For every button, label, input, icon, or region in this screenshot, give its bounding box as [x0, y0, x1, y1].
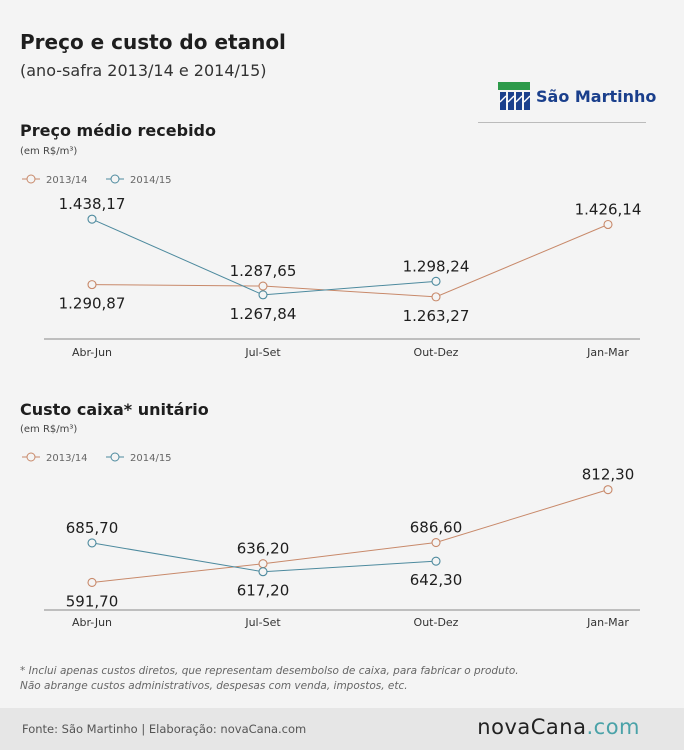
data-point: [87, 214, 97, 224]
legend-label: 2013/14: [46, 453, 88, 464]
data-label: 1.298,24: [403, 257, 470, 275]
legend-label: 2013/14: [46, 175, 88, 186]
legend-item-2014-15: 2014/15: [106, 174, 172, 186]
data-label: 812,30: [582, 466, 635, 484]
footnote-line-1: * Inclui apenas custos diretos, que repr…: [20, 665, 519, 677]
sao-martinho-logo: São Martinho: [498, 82, 656, 110]
data-label: 642,30: [410, 571, 463, 589]
data-point: [431, 556, 441, 566]
brand-domain: .com: [586, 715, 640, 739]
page-title: Preço e custo do etanol: [20, 30, 286, 54]
chart-2-title: Custo caixa* unitário: [20, 400, 209, 419]
x-tick-label: Abr-Jun: [72, 616, 112, 629]
data-label: 591,70: [66, 592, 119, 610]
page-subtitle: (ano-safra 2013/14 e 2014/15): [20, 61, 267, 80]
data-point: [603, 485, 613, 495]
sao-martinho-logo-icon: [498, 82, 530, 110]
chart-1-unit: (em R$/m³): [20, 146, 78, 157]
legend-item-2013-14: 2013/14: [22, 452, 88, 464]
footer-source: Fonte: São Martinho | Elaboração: novaCa…: [22, 722, 307, 736]
data-label: 1.438,17: [59, 195, 126, 213]
series-line-2013-14: [91, 224, 609, 298]
x-tick-label: Out-Dez: [414, 616, 459, 629]
novacana-brand[interactable]: novaCana.com: [477, 715, 640, 739]
footnote-line-2: Não abrange custos administrativos, desp…: [20, 680, 408, 692]
legend-label: 2014/15: [130, 453, 172, 464]
data-point: [87, 577, 97, 588]
data-point: [431, 292, 441, 302]
data-label: 1.290,87: [59, 295, 126, 313]
x-tick-label: Jan-Mar: [586, 616, 629, 629]
x-tick-label: Out-Dez: [414, 346, 459, 359]
legend-item-2014-15: 2014/15: [106, 452, 172, 464]
data-point: [258, 567, 268, 577]
logo-divider: [478, 122, 646, 123]
chart-2-cost: 2013/14 2014/15 Abr-Jun Jul-Set Out-Dez Jan-M…: [22, 452, 640, 629]
data-label: 1.267,84: [230, 305, 297, 323]
legend-label: 2014/15: [130, 175, 172, 186]
x-tick-label: Abr-Jun: [72, 346, 112, 359]
data-label: 636,20: [237, 540, 290, 558]
data-label: 1.287,65: [230, 262, 297, 280]
data-label: 685,70: [66, 519, 119, 537]
data-point: [431, 537, 441, 548]
data-label: 1.426,14: [575, 200, 642, 218]
legend-item-2013-14: 2013/14: [22, 174, 88, 186]
x-tick-label: Jul-Set: [244, 346, 281, 359]
data-point: [431, 276, 441, 286]
chart-1-title: Preço médio recebido: [20, 121, 216, 140]
series-line-2013-14: [91, 489, 609, 583]
data-point: [258, 559, 268, 569]
data-point: [87, 538, 97, 548]
footer-bar: Fonte: São Martinho | Elaboração: novaCa…: [0, 708, 684, 750]
logo-text: São Martinho: [536, 86, 657, 106]
data-label: 1.263,27: [403, 307, 470, 325]
data-point: [258, 281, 268, 291]
data-label: 617,20: [237, 582, 290, 600]
data-point: [603, 219, 613, 230]
data-point: [258, 290, 268, 300]
x-tick-label: Jan-Mar: [586, 346, 629, 359]
chart-1-price: 2013/14 2014/15 Abr-Jun Jul-Set Out-Dez Jan-M…: [22, 174, 642, 359]
x-tick-label: Jul-Set: [244, 616, 281, 629]
brand-name: novaCana: [477, 715, 587, 739]
chart-2-unit: (em R$/m³): [20, 424, 78, 435]
data-label: 686,60: [410, 519, 463, 537]
data-point: [87, 280, 97, 290]
